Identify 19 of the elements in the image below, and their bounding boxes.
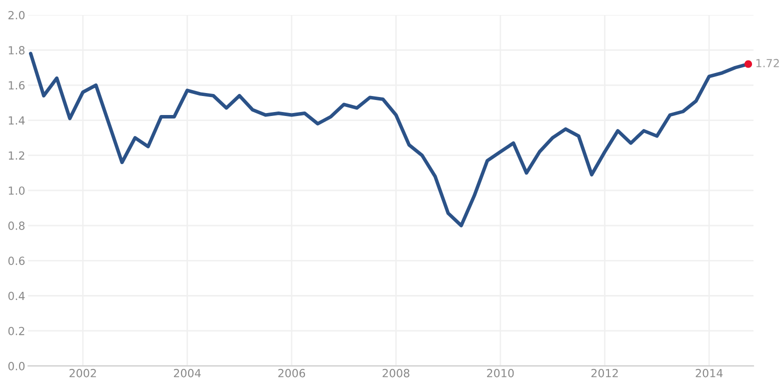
y-tick-label: 0.8 <box>8 222 25 230</box>
x-tick-label: 2004 <box>174 368 201 378</box>
y-tick-label: 1.2 <box>8 151 24 160</box>
x-tick-label: 2010 <box>487 368 514 378</box>
y-tick-label: 0.6 <box>8 256 25 266</box>
y-tick-label: 2.0 <box>8 10 25 20</box>
y-tick-label: 1.8 <box>8 46 25 54</box>
x-tick-label: 2012 <box>591 368 618 378</box>
data-label: 1.72 <box>756 58 779 68</box>
y-tick-label: 0.4 <box>8 292 25 300</box>
y-tick-label: 1.0 <box>8 186 25 195</box>
x-tick-label: 2006 <box>278 368 306 378</box>
x-tick-label: 2002 <box>70 368 96 378</box>
y-tick-label: 0.0 <box>8 362 25 370</box>
y-tick-label: 0.2 <box>8 326 24 336</box>
y-tick-label: 1.6 <box>8 81 25 90</box>
x-tick-label: 2008 <box>382 368 410 378</box>
x-tick-label: 2014 <box>696 368 723 378</box>
y-tick-label: 1.4 <box>8 116 25 124</box>
